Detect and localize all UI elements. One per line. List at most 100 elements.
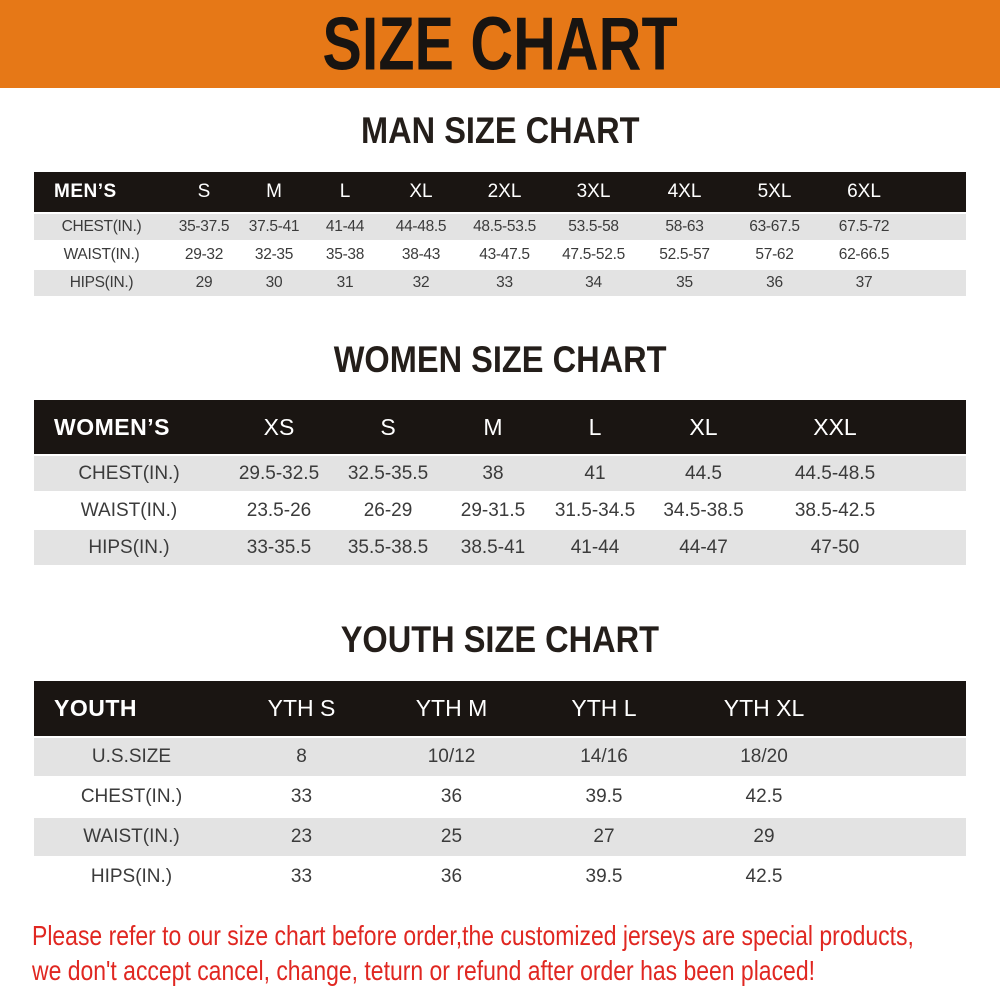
size-value-cell: 52.5-57 bbox=[639, 241, 730, 270]
row-label: CHEST(IN.) bbox=[34, 455, 224, 493]
men-size-col-header: 3XL bbox=[548, 172, 639, 214]
size-value-cell: 33 bbox=[461, 269, 548, 298]
size-value-cell: 39.5 bbox=[529, 857, 679, 898]
youth-waist-row: WAIST(IN.) 23 25 27 29 bbox=[34, 817, 966, 858]
size-value-cell: 33 bbox=[229, 777, 374, 818]
size-value-cell: 29-32 bbox=[169, 241, 239, 270]
youth-chest-row: CHEST(IN.) 33 36 39.5 42.5 bbox=[34, 777, 966, 818]
filler-cell bbox=[909, 213, 966, 242]
disclaimer-note: Please refer to our size chart before or… bbox=[0, 918, 1000, 988]
filler-cell bbox=[909, 455, 966, 493]
women-size-col-header: S bbox=[334, 400, 442, 456]
youth-hips-row: HIPS(IN.) 33 36 39.5 42.5 bbox=[34, 857, 966, 898]
title-banner: SIZE CHART bbox=[0, 0, 1000, 88]
filler-cell bbox=[849, 737, 966, 778]
women-section-heading: WOMEN SIZE CHART bbox=[0, 340, 1000, 380]
filler-cell bbox=[909, 492, 966, 530]
women-size-col-header: XS bbox=[224, 400, 334, 456]
size-value-cell: 43-47.5 bbox=[461, 241, 548, 270]
men-chest-row: CHEST(IN.) 35-37.5 37.5-41 41-44 44-48.5… bbox=[34, 213, 966, 242]
size-value-cell: 31 bbox=[309, 269, 381, 298]
size-value-cell: 42.5 bbox=[679, 857, 849, 898]
size-value-cell: 8 bbox=[229, 737, 374, 778]
women-size-col-header: XL bbox=[646, 400, 761, 456]
men-size-col-header: S bbox=[169, 172, 239, 214]
row-label: HIPS(IN.) bbox=[34, 269, 169, 298]
size-value-cell: 34.5-38.5 bbox=[646, 492, 761, 530]
size-value-cell: 36 bbox=[374, 857, 529, 898]
row-label: CHEST(IN.) bbox=[34, 213, 169, 242]
filler-cell bbox=[909, 400, 966, 456]
row-label: CHEST(IN.) bbox=[34, 777, 229, 818]
size-value-cell: 36 bbox=[374, 777, 529, 818]
youth-section-heading-text: YOUTH SIZE CHART bbox=[340, 619, 660, 660]
youth-size-col-header: YTH M bbox=[374, 681, 529, 738]
men-section-heading-text: MAN SIZE CHART bbox=[360, 110, 640, 151]
filler-cell bbox=[849, 681, 966, 738]
size-value-cell: 23.5-26 bbox=[224, 492, 334, 530]
row-label: HIPS(IN.) bbox=[34, 857, 229, 898]
men-size-col-header: 6XL bbox=[819, 172, 909, 214]
youth-size-col-header: YTH XL bbox=[679, 681, 849, 738]
women-section-heading-text: WOMEN SIZE CHART bbox=[333, 339, 667, 380]
men-size-col-header: 5XL bbox=[730, 172, 819, 214]
size-value-cell: 41-44 bbox=[309, 213, 381, 242]
men-size-col-header: L bbox=[309, 172, 381, 214]
size-value-cell: 32-35 bbox=[239, 241, 309, 270]
youth-size-col-header: YTH L bbox=[529, 681, 679, 738]
size-value-cell: 39.5 bbox=[529, 777, 679, 818]
youth-table-label: YOUTH bbox=[34, 681, 229, 738]
size-value-cell: 29.5-32.5 bbox=[224, 455, 334, 493]
row-label: WAIST(IN.) bbox=[34, 492, 224, 530]
size-value-cell: 29 bbox=[169, 269, 239, 298]
men-header-row: MEN’S S M L XL 2XL 3XL 4XL 5XL 6XL bbox=[34, 172, 966, 214]
women-size-col-header: XXL bbox=[761, 400, 909, 456]
women-size-col-header: L bbox=[544, 400, 646, 456]
size-value-cell: 35 bbox=[639, 269, 730, 298]
size-value-cell: 47.5-52.5 bbox=[548, 241, 639, 270]
size-value-cell: 36 bbox=[730, 269, 819, 298]
row-label: U.S.SIZE bbox=[34, 737, 229, 778]
women-size-table: WOMEN’S XS S M L XL XXL CHEST(IN.) 29.5-… bbox=[34, 400, 966, 567]
size-value-cell: 30 bbox=[239, 269, 309, 298]
women-hips-row: HIPS(IN.) 33-35.5 35.5-38.5 38.5-41 41-4… bbox=[34, 529, 966, 567]
youth-header-row: YOUTH YTH S YTH M YTH L YTH XL bbox=[34, 681, 966, 738]
disclaimer-line-1: Please refer to our size chart before or… bbox=[32, 920, 914, 951]
row-label: WAIST(IN.) bbox=[34, 817, 229, 858]
filler-cell bbox=[909, 172, 966, 214]
size-value-cell: 63-67.5 bbox=[730, 213, 819, 242]
women-header-row: WOMEN’S XS S M L XL XXL bbox=[34, 400, 966, 456]
size-value-cell: 38-43 bbox=[381, 241, 461, 270]
size-value-cell: 25 bbox=[374, 817, 529, 858]
women-size-col-header: M bbox=[442, 400, 544, 456]
men-size-col-header: XL bbox=[381, 172, 461, 214]
youth-ussize-row: U.S.SIZE 8 10/12 14/16 18/20 bbox=[34, 737, 966, 778]
men-size-col-header: M bbox=[239, 172, 309, 214]
size-value-cell: 29-31.5 bbox=[442, 492, 544, 530]
men-size-table: MEN’S S M L XL 2XL 3XL 4XL 5XL 6XL CHEST… bbox=[34, 172, 966, 298]
size-value-cell: 32.5-35.5 bbox=[334, 455, 442, 493]
page-title: SIZE CHART bbox=[322, 1, 678, 86]
size-value-cell: 58-63 bbox=[639, 213, 730, 242]
size-value-cell: 31.5-34.5 bbox=[544, 492, 646, 530]
size-value-cell: 35-38 bbox=[309, 241, 381, 270]
size-value-cell: 67.5-72 bbox=[819, 213, 909, 242]
size-value-cell: 26-29 bbox=[334, 492, 442, 530]
size-value-cell: 53.5-58 bbox=[548, 213, 639, 242]
size-value-cell: 41 bbox=[544, 455, 646, 493]
size-value-cell: 38.5-41 bbox=[442, 529, 544, 567]
size-value-cell: 33 bbox=[229, 857, 374, 898]
size-value-cell: 38.5-42.5 bbox=[761, 492, 909, 530]
size-value-cell: 48.5-53.5 bbox=[461, 213, 548, 242]
size-value-cell: 10/12 bbox=[374, 737, 529, 778]
size-value-cell: 38 bbox=[442, 455, 544, 493]
size-value-cell: 34 bbox=[548, 269, 639, 298]
women-chest-row: CHEST(IN.) 29.5-32.5 32.5-35.5 38 41 44.… bbox=[34, 455, 966, 493]
size-value-cell: 62-66.5 bbox=[819, 241, 909, 270]
size-value-cell: 41-44 bbox=[544, 529, 646, 567]
size-value-cell: 57-62 bbox=[730, 241, 819, 270]
men-section-heading: MAN SIZE CHART bbox=[0, 111, 1000, 151]
size-value-cell: 44-47 bbox=[646, 529, 761, 567]
men-waist-row: WAIST(IN.) 29-32 32-35 35-38 38-43 43-47… bbox=[34, 241, 966, 270]
size-value-cell: 35-37.5 bbox=[169, 213, 239, 242]
